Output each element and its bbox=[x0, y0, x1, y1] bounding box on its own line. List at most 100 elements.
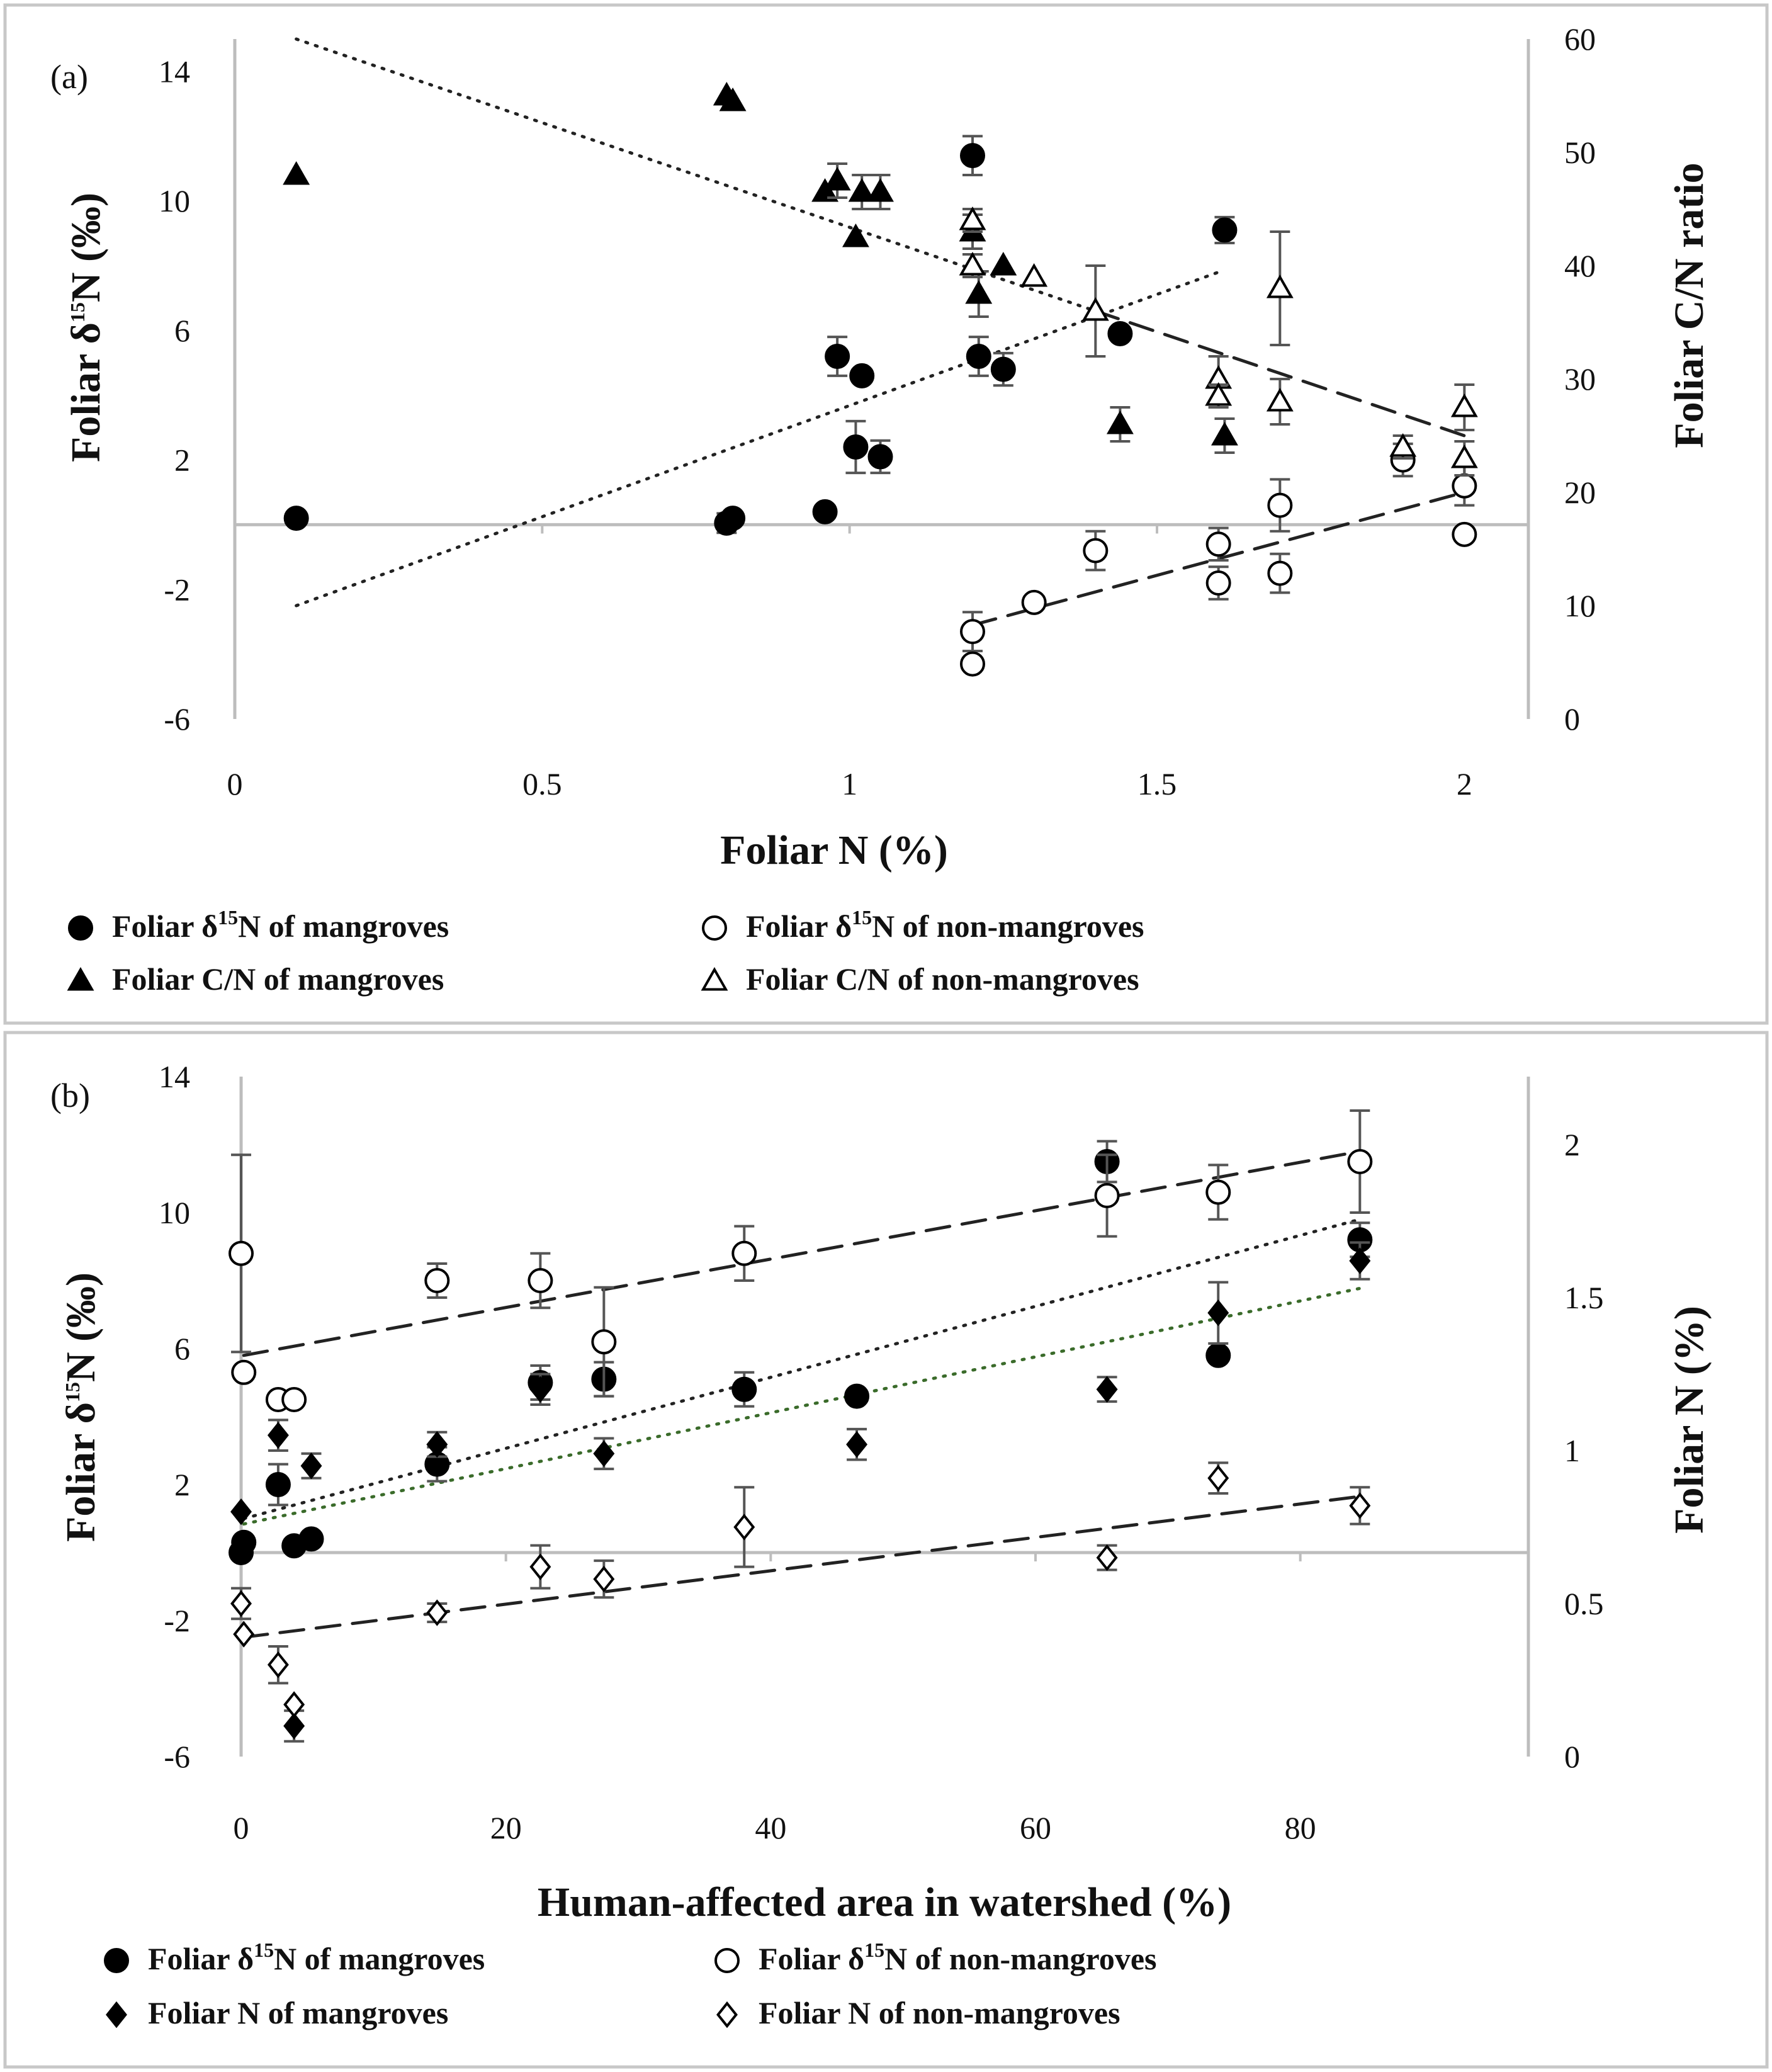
legend-label-0-rest: N of mangroves bbox=[274, 1941, 485, 1976]
right-y-tick-label: 10 bbox=[1564, 588, 1596, 623]
series-1 bbox=[960, 442, 1477, 677]
series-2 bbox=[230, 1241, 1371, 1743]
x-tick-label: 0.5 bbox=[522, 766, 562, 801]
panel-b-legend: Foliar δ15N of mangroves Foliar δ15N of n… bbox=[104, 1939, 1157, 2030]
data-point bbox=[844, 1383, 870, 1409]
trendline-dashed bbox=[242, 1150, 1362, 1357]
data-point bbox=[867, 444, 893, 470]
legend-label-1-text: Foliar δ bbox=[759, 1941, 864, 1976]
data-point bbox=[231, 1359, 257, 1385]
legend-marker-1 bbox=[714, 1948, 740, 1973]
series-0 bbox=[229, 1140, 1373, 1565]
data-point bbox=[230, 1590, 252, 1617]
legend-label-3-text: Foliar C/N of non-mangroves bbox=[746, 961, 1139, 997]
data-point bbox=[229, 1240, 254, 1266]
panel-b-right-axis-title: Foliar N (%) bbox=[1666, 1306, 1712, 1534]
data-point bbox=[1212, 217, 1238, 243]
data-point bbox=[529, 1376, 551, 1403]
right-y-tick-label: 2 bbox=[1564, 1127, 1580, 1162]
left-y-tick-label: -6 bbox=[164, 1739, 190, 1774]
data-point bbox=[960, 143, 985, 169]
legend-label-0-sup: 15 bbox=[254, 1939, 274, 1961]
data-point bbox=[990, 356, 1016, 382]
trendline-dashed bbox=[242, 1495, 1362, 1639]
right-y-tick-label: 60 bbox=[1564, 21, 1596, 57]
panel-a-left-axis-title-sup: 15 bbox=[66, 302, 89, 322]
series-3 bbox=[230, 1461, 1371, 1718]
panel-a-plot: 0 0.5 1 1.5 2 -6 -2 2 6 10 14 0 10 20 30 40 50 60 bbox=[159, 21, 1596, 801]
data-point bbox=[1020, 263, 1048, 287]
left-y-tick-label: 6 bbox=[174, 313, 190, 348]
data-point bbox=[1107, 321, 1133, 346]
legend-label-2-text: Foliar C/N of mangroves bbox=[112, 961, 444, 997]
x-tick-label: 60 bbox=[1020, 1810, 1051, 1845]
right-y-tick-label: 0 bbox=[1564, 1739, 1580, 1774]
panel-a-right-axis-title: Foliar C/N ratio bbox=[1666, 162, 1712, 448]
data-point bbox=[1205, 531, 1231, 557]
right-y-tick-label: 1 bbox=[1564, 1433, 1580, 1468]
right-y-tick-label: 0 bbox=[1564, 701, 1580, 737]
left-y-tick-label: 10 bbox=[159, 1195, 190, 1230]
data-point bbox=[731, 1376, 757, 1402]
x-tick-label: 20 bbox=[490, 1810, 522, 1845]
data-point bbox=[719, 87, 747, 111]
panel-b-frame bbox=[3, 1031, 1769, 2069]
legend-label-0-text: Foliar δ bbox=[148, 1941, 254, 1976]
data-point bbox=[1267, 560, 1293, 586]
data-point bbox=[283, 506, 309, 531]
legend-label-1-sup: 15 bbox=[852, 906, 872, 929]
data-point bbox=[959, 251, 986, 276]
panel-b-left-axis-title-part1: Foliar δ bbox=[58, 1402, 104, 1542]
legend-label-1: Foliar δ15N of non-mangroves bbox=[759, 1939, 1157, 1976]
panel-b-left-axis-title-sup: 15 bbox=[61, 1382, 84, 1402]
legend-label-0-sup: 15 bbox=[218, 906, 238, 929]
data-point bbox=[300, 1452, 322, 1480]
series-1 bbox=[229, 1109, 1373, 1412]
data-point bbox=[867, 178, 894, 202]
panel-b-left-axis-title: Foliar δ15N (‰) bbox=[58, 1272, 104, 1542]
legend-label-1-rest: N of non-mangroves bbox=[884, 1941, 1156, 1976]
x-tick-label: 0 bbox=[227, 766, 243, 801]
panel-a-legend: Foliar δ15N of mangroves Foliar δ15N of n… bbox=[67, 906, 1144, 997]
data-point bbox=[265, 1472, 291, 1497]
data-point bbox=[591, 1329, 617, 1355]
data-point bbox=[593, 1565, 615, 1593]
panel-a-frame bbox=[3, 3, 1769, 1025]
data-point bbox=[424, 1268, 450, 1293]
right-y-tick-label: 50 bbox=[1564, 135, 1596, 170]
data-point bbox=[843, 434, 869, 460]
data-point bbox=[1096, 1544, 1118, 1571]
left-y-tick-label: 10 bbox=[159, 183, 190, 218]
legend-marker-0 bbox=[68, 915, 93, 941]
data-point bbox=[849, 363, 875, 388]
legend-label-1-rest: N of non-mangroves bbox=[872, 909, 1144, 944]
panel-a: (a) 0 0.5 1 1.5 2 -6 -2 2 6 10 14 0 10 20 30 40 50 60 Fol… bbox=[50, 21, 1712, 997]
data-point bbox=[1207, 1464, 1229, 1492]
data-point bbox=[231, 1529, 257, 1555]
data-point bbox=[959, 206, 986, 230]
data-point bbox=[1021, 589, 1047, 615]
data-point bbox=[1266, 274, 1294, 298]
panel-b-x-axis-title: Human-affected area in watershed (%) bbox=[538, 1879, 1231, 1925]
left-y-tick-label: -6 bbox=[164, 701, 190, 737]
legend-marker-2 bbox=[106, 2001, 127, 2029]
series-3 bbox=[959, 206, 1478, 477]
left-y-tick-label: -2 bbox=[164, 572, 190, 607]
legend-label-1-text: Foliar δ bbox=[746, 909, 852, 944]
right-y-tick-label: 20 bbox=[1564, 475, 1596, 510]
data-point bbox=[825, 344, 850, 369]
data-point bbox=[1094, 1183, 1120, 1208]
left-y-tick-label: 14 bbox=[159, 54, 190, 89]
panel-b-label: (b) bbox=[50, 1077, 90, 1114]
data-point bbox=[267, 1422, 289, 1449]
x-tick-label: 1.5 bbox=[1137, 766, 1177, 801]
left-y-tick-label: -2 bbox=[164, 1603, 190, 1638]
data-point bbox=[846, 1431, 868, 1458]
data-point bbox=[1210, 421, 1238, 446]
data-point bbox=[528, 1268, 553, 1293]
data-point bbox=[230, 1498, 252, 1526]
data-point bbox=[426, 1599, 448, 1626]
panel-a-left-axis-title: Foliar δ15N (‰) bbox=[63, 193, 109, 462]
data-point bbox=[1450, 393, 1478, 417]
data-point bbox=[990, 251, 1017, 276]
